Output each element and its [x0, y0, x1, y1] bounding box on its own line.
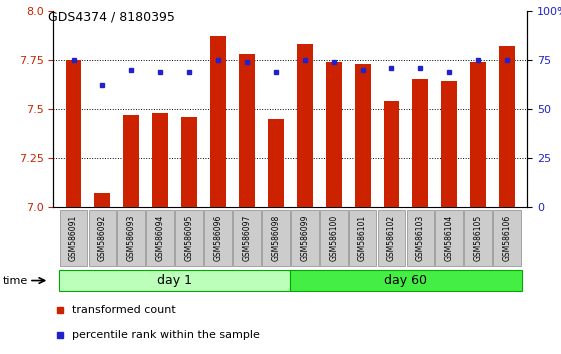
FancyBboxPatch shape	[378, 210, 406, 266]
Text: day 60: day 60	[384, 274, 427, 287]
Text: GSM586099: GSM586099	[300, 215, 309, 261]
Text: GSM586094: GSM586094	[156, 215, 165, 261]
FancyBboxPatch shape	[291, 270, 522, 291]
Bar	[470, 62, 486, 207]
Text: percentile rank within the sample: percentile rank within the sample	[72, 330, 260, 340]
Text: GSM586102: GSM586102	[387, 215, 396, 261]
FancyBboxPatch shape	[407, 210, 434, 266]
Text: GSM586106: GSM586106	[503, 215, 512, 261]
Bar	[239, 54, 255, 207]
Text: GSM586101: GSM586101	[358, 215, 367, 261]
Text: GSM586096: GSM586096	[214, 215, 223, 261]
FancyBboxPatch shape	[59, 270, 291, 291]
Bar	[442, 81, 457, 207]
Bar	[355, 64, 370, 207]
Text: GSM586104: GSM586104	[445, 215, 454, 261]
Text: GSM586091: GSM586091	[69, 215, 78, 261]
Bar	[210, 36, 226, 207]
Bar	[152, 113, 168, 207]
Text: GSM586093: GSM586093	[127, 215, 136, 261]
Text: GSM586095: GSM586095	[185, 215, 194, 261]
FancyBboxPatch shape	[59, 210, 88, 266]
Bar	[94, 193, 111, 207]
FancyBboxPatch shape	[493, 210, 521, 266]
FancyBboxPatch shape	[465, 210, 492, 266]
Text: GDS4374 / 8180395: GDS4374 / 8180395	[48, 11, 174, 24]
FancyBboxPatch shape	[349, 210, 376, 266]
FancyBboxPatch shape	[89, 210, 116, 266]
Text: GSM586100: GSM586100	[329, 215, 338, 261]
FancyBboxPatch shape	[146, 210, 174, 266]
Text: GSM586097: GSM586097	[242, 215, 251, 261]
Text: GSM586092: GSM586092	[98, 215, 107, 261]
Bar	[412, 79, 429, 207]
Bar	[326, 62, 342, 207]
Bar	[499, 46, 515, 207]
FancyBboxPatch shape	[320, 210, 348, 266]
Text: transformed count: transformed count	[72, 305, 176, 315]
Text: GSM586098: GSM586098	[272, 215, 280, 261]
FancyBboxPatch shape	[262, 210, 289, 266]
FancyBboxPatch shape	[175, 210, 203, 266]
Text: day 1: day 1	[157, 274, 192, 287]
Bar	[181, 117, 197, 207]
FancyBboxPatch shape	[233, 210, 261, 266]
Text: GSM586105: GSM586105	[473, 215, 482, 261]
FancyBboxPatch shape	[435, 210, 463, 266]
Bar	[297, 44, 312, 207]
Text: GSM586103: GSM586103	[416, 215, 425, 261]
Bar	[384, 101, 399, 207]
FancyBboxPatch shape	[291, 210, 319, 266]
Text: time: time	[3, 275, 28, 286]
FancyBboxPatch shape	[204, 210, 232, 266]
Bar	[268, 119, 284, 207]
Bar	[123, 115, 139, 207]
FancyBboxPatch shape	[117, 210, 145, 266]
Bar	[66, 60, 81, 207]
